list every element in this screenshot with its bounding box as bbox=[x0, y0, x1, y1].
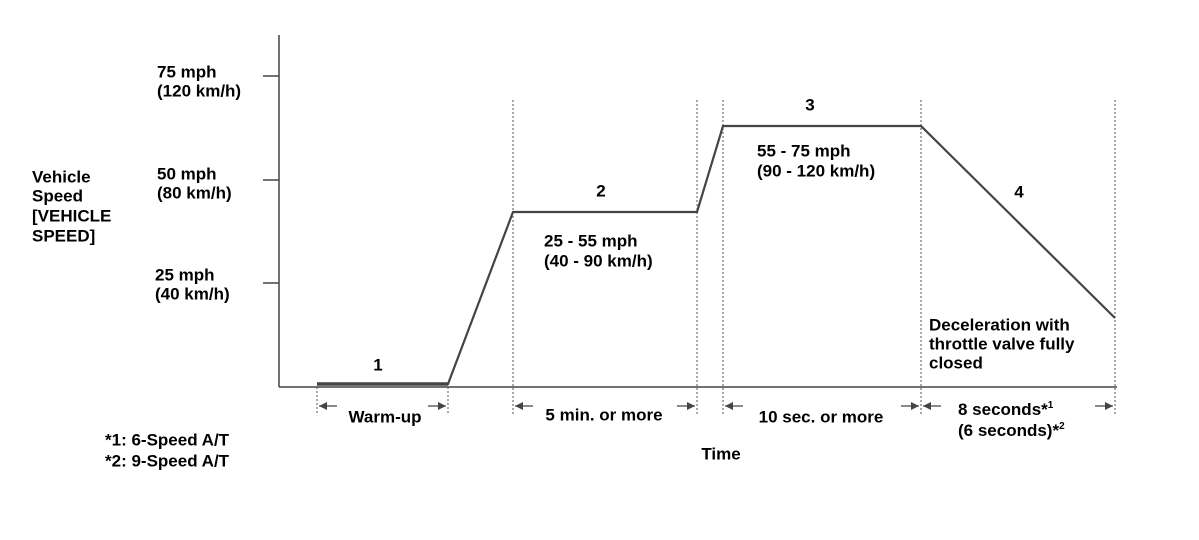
footnote-ref: 1 bbox=[1048, 400, 1054, 411]
axes bbox=[263, 35, 1117, 388]
phase-note: closed bbox=[929, 353, 983, 372]
speed-range: 55 - 75 mph bbox=[757, 141, 851, 160]
phase-dividers bbox=[316, 100, 1116, 414]
duration: (6 seconds)*2 bbox=[958, 421, 1065, 441]
duration: 10 sec. or more bbox=[759, 407, 884, 426]
y-axis-title: SPEED] bbox=[32, 226, 95, 245]
phase-number: 1 bbox=[373, 355, 382, 374]
phase-number: 2 bbox=[596, 181, 605, 200]
speed-range: 25 - 55 mph bbox=[544, 231, 638, 250]
duration: 5 min. or more bbox=[545, 405, 662, 424]
duration: Warm-up bbox=[348, 407, 421, 426]
footnote-ref: 2 bbox=[1059, 421, 1065, 432]
arrow bbox=[1105, 402, 1113, 410]
y-axis-title: [VEHICLE bbox=[32, 206, 111, 225]
footnote: *1: 6-Speed A/T bbox=[105, 430, 230, 449]
phase-note: Deceleration with bbox=[929, 315, 1070, 334]
speed-range: (90 - 120 km/h) bbox=[757, 161, 875, 180]
arrow bbox=[319, 402, 327, 410]
footnote: *2: 9-Speed A/T bbox=[105, 451, 230, 470]
speed-range: (40 - 90 km/h) bbox=[544, 251, 653, 270]
duration-text: 8 seconds* bbox=[958, 400, 1048, 419]
y-tick-label: 50 mph bbox=[157, 164, 217, 183]
duration: 8 seconds*1 bbox=[958, 400, 1054, 420]
phase-number: 3 bbox=[805, 95, 814, 114]
arrow bbox=[725, 402, 733, 410]
arrow bbox=[687, 402, 695, 410]
arrow bbox=[438, 402, 446, 410]
x-axis-title: Time bbox=[701, 444, 740, 463]
y-tick-label: (80 km/h) bbox=[157, 183, 232, 202]
phase-number: 4 bbox=[1014, 182, 1024, 201]
duration-text: (6 seconds)* bbox=[958, 421, 1059, 440]
arrow bbox=[923, 402, 931, 410]
y-tick-label: (40 km/h) bbox=[155, 284, 230, 303]
arrow bbox=[911, 402, 919, 410]
y-axis-title: Vehicle bbox=[32, 167, 91, 186]
duration-arrows bbox=[319, 402, 1113, 410]
y-tick-label: (120 km/h) bbox=[157, 81, 241, 100]
y-tick-label: 75 mph bbox=[157, 62, 217, 81]
y-tick-label: 25 mph bbox=[155, 265, 215, 284]
arrow bbox=[515, 402, 523, 410]
phase-note: throttle valve fully bbox=[929, 334, 1075, 353]
y-axis-title: Speed bbox=[32, 186, 83, 205]
